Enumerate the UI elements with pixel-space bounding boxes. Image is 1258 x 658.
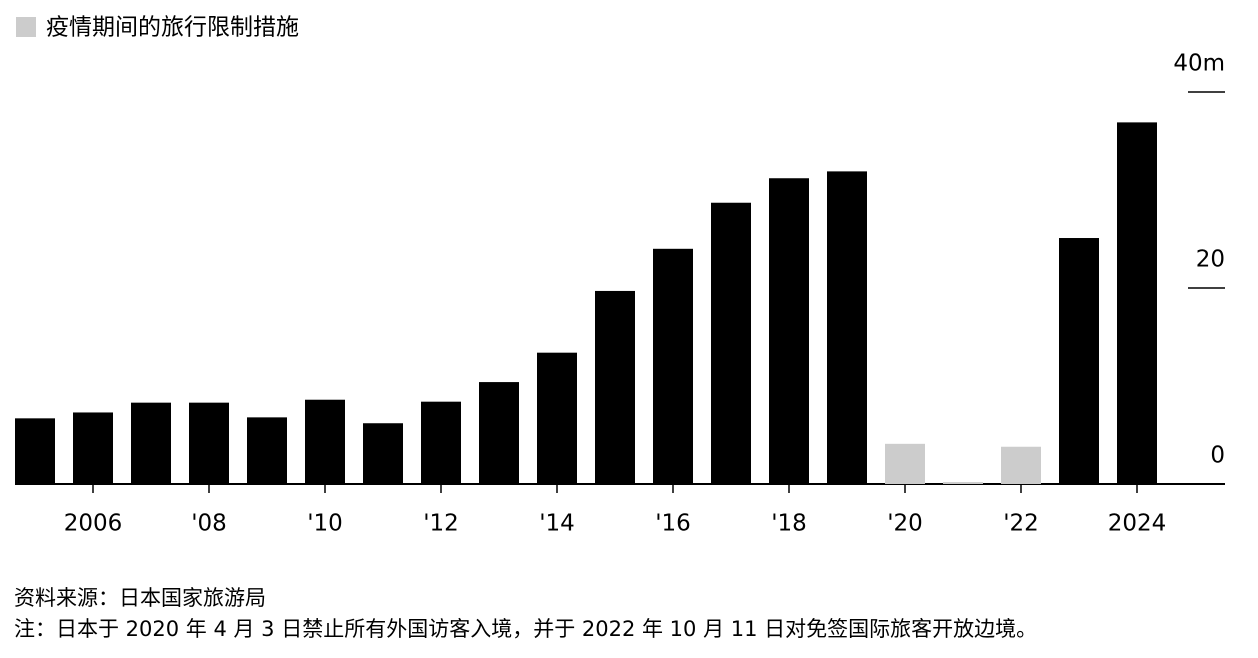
y-tick-label: 40m — [1173, 51, 1225, 77]
x-tick-label: 2006 — [64, 511, 123, 537]
bar — [1117, 122, 1157, 484]
x-tick-label: '16 — [655, 511, 691, 537]
bar — [653, 248, 693, 484]
bar — [711, 202, 751, 485]
bar — [189, 402, 229, 484]
x-tick-label: '08 — [191, 511, 227, 537]
bar — [421, 401, 461, 484]
bar — [885, 443, 925, 484]
bar — [363, 423, 403, 484]
bar — [131, 402, 171, 484]
bar — [247, 417, 287, 484]
bar — [769, 178, 809, 485]
legend-swatch — [16, 17, 36, 37]
x-tick-label: '12 — [423, 511, 459, 537]
bar — [15, 418, 55, 484]
x-tick-label: '20 — [887, 511, 923, 537]
bar — [1001, 446, 1041, 484]
x-tick-label: '14 — [539, 511, 575, 537]
bar — [943, 482, 983, 484]
source: 资料来源：日本国家旅游局 — [14, 586, 266, 610]
bar — [479, 382, 519, 484]
bar — [73, 412, 113, 484]
legend-label: 疫情期间的旅行限制措施 — [46, 15, 299, 41]
bar — [305, 399, 345, 484]
note: 注：日本于 2020 年 4 月 3 日禁止所有外国访客入境，并于 2022 年… — [14, 617, 1037, 641]
x-tick-label: '18 — [771, 511, 807, 537]
bar — [827, 171, 867, 484]
x-tick-label: '22 — [1003, 511, 1039, 537]
y-tick-label: 0 — [1210, 443, 1225, 469]
bar — [537, 352, 577, 484]
bar — [1059, 238, 1099, 484]
bar — [595, 290, 635, 484]
y-tick-label: 20 — [1196, 247, 1225, 273]
x-tick-label: 2024 — [1108, 511, 1167, 537]
x-tick-label: '10 — [307, 511, 343, 537]
